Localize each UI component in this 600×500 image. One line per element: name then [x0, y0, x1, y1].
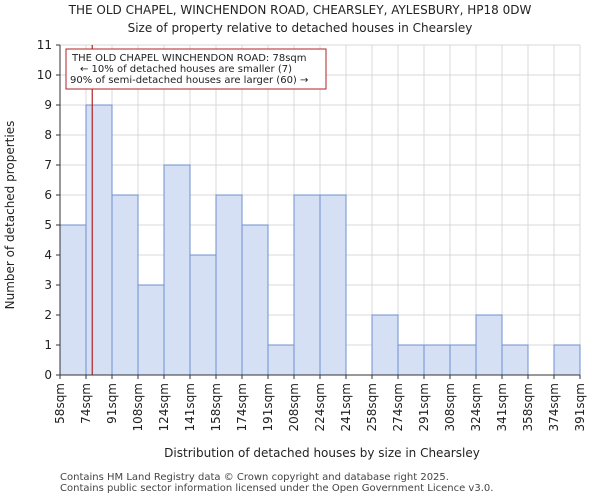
y-tick-label-4: 4 — [44, 248, 52, 262]
bar-16 — [475, 314, 503, 376]
x-tick-label-5: 141sqm — [183, 383, 197, 431]
y-tick-label-5: 5 — [44, 218, 52, 232]
y-axis-label: Number of detached properties — [3, 121, 17, 310]
y-tick-label-10: 10 — [37, 68, 52, 82]
bar-19 — [553, 344, 581, 376]
x-tick-label-4: 124sqm — [157, 383, 171, 431]
bar-0 — [59, 224, 87, 376]
x-tick-label-6: 158sqm — [209, 383, 223, 431]
x-tick-label-3: 108sqm — [131, 383, 145, 431]
y-tick-label-8: 8 — [44, 128, 52, 142]
y-tick-label-9: 9 — [44, 98, 52, 112]
bars — [59, 104, 581, 376]
x-tick-label-15: 308sqm — [443, 383, 457, 431]
bar-10 — [319, 194, 347, 376]
bar-14 — [423, 344, 451, 376]
footer-line-1: Contains HM Land Registry data © Crown c… — [60, 472, 449, 483]
chart-title: THE OLD CHAPEL, WINCHENDON ROAD, CHEARSL… — [68, 3, 532, 17]
y-tick-label-11: 11 — [37, 38, 52, 52]
x-tick-label-16: 324sqm — [469, 383, 483, 431]
bar-12 — [371, 314, 399, 376]
x-tick-label-11: 241sqm — [339, 383, 353, 431]
y-tick-label-2: 2 — [44, 308, 52, 322]
x-tick-label-8: 191sqm — [261, 383, 275, 431]
x-tick-label-12: 258sqm — [365, 383, 379, 431]
annotation-line-2: ← 10% of detached houses are smaller (7) — [80, 64, 292, 75]
x-axis-label: Distribution of detached houses by size … — [164, 446, 480, 460]
bar-1 — [85, 104, 113, 376]
chart-subtitle: Size of property relative to detached ho… — [128, 21, 473, 35]
x-tick-label-14: 291sqm — [417, 383, 431, 431]
x-tick-label-19: 374sqm — [547, 383, 561, 431]
y-tick-label-7: 7 — [44, 158, 52, 172]
bar-3 — [137, 284, 165, 376]
bar-13 — [397, 344, 425, 376]
bar-17 — [501, 344, 529, 376]
bar-4 — [163, 164, 191, 376]
y-tick-label-6: 6 — [44, 188, 52, 202]
annotation-line-3: 90% of semi-detached houses are larger (… — [70, 75, 308, 86]
bar-8 — [267, 344, 295, 376]
bar-6 — [215, 194, 243, 376]
y-tick-label-1: 1 — [44, 338, 52, 352]
bar-9 — [293, 194, 321, 376]
x-tick-label-2: 91sqm — [105, 383, 119, 424]
x-tick-label-18: 358sqm — [521, 383, 535, 431]
x-tick-label-0: 58sqm — [53, 383, 67, 424]
bar-2 — [111, 194, 139, 376]
y-tick-label-0: 0 — [44, 368, 52, 382]
x-tick-label-20: 391sqm — [573, 383, 587, 431]
x-tick-label-13: 274sqm — [391, 383, 405, 431]
x-tick-label-10: 224sqm — [313, 383, 327, 431]
x-ticks: 58sqm 74sqm 91sqm 108sqm 124sqm 141sqm 158sqm 1… — [53, 375, 587, 431]
annotation-line-1: THE OLD CHAPEL WINCHENDON ROAD: 78sqm — [71, 53, 307, 64]
y-ticks: 0 1 2 3 4 5 6 7 8 9 10 11 — [37, 38, 60, 382]
y-tick-label-3: 3 — [44, 278, 52, 292]
x-tick-label-17: 341sqm — [495, 383, 509, 431]
x-tick-label-9: 208sqm — [287, 383, 301, 431]
footer-line-2: Contains public sector information licen… — [60, 483, 494, 494]
bar-7 — [241, 224, 269, 376]
bar-15 — [449, 344, 477, 376]
x-tick-label-1: 74sqm — [79, 383, 93, 424]
bar-5 — [189, 254, 217, 376]
x-tick-label-7: 174sqm — [235, 383, 249, 431]
annotation-box: THE OLD CHAPEL WINCHENDON ROAD: 78sqm ← … — [65, 48, 327, 90]
